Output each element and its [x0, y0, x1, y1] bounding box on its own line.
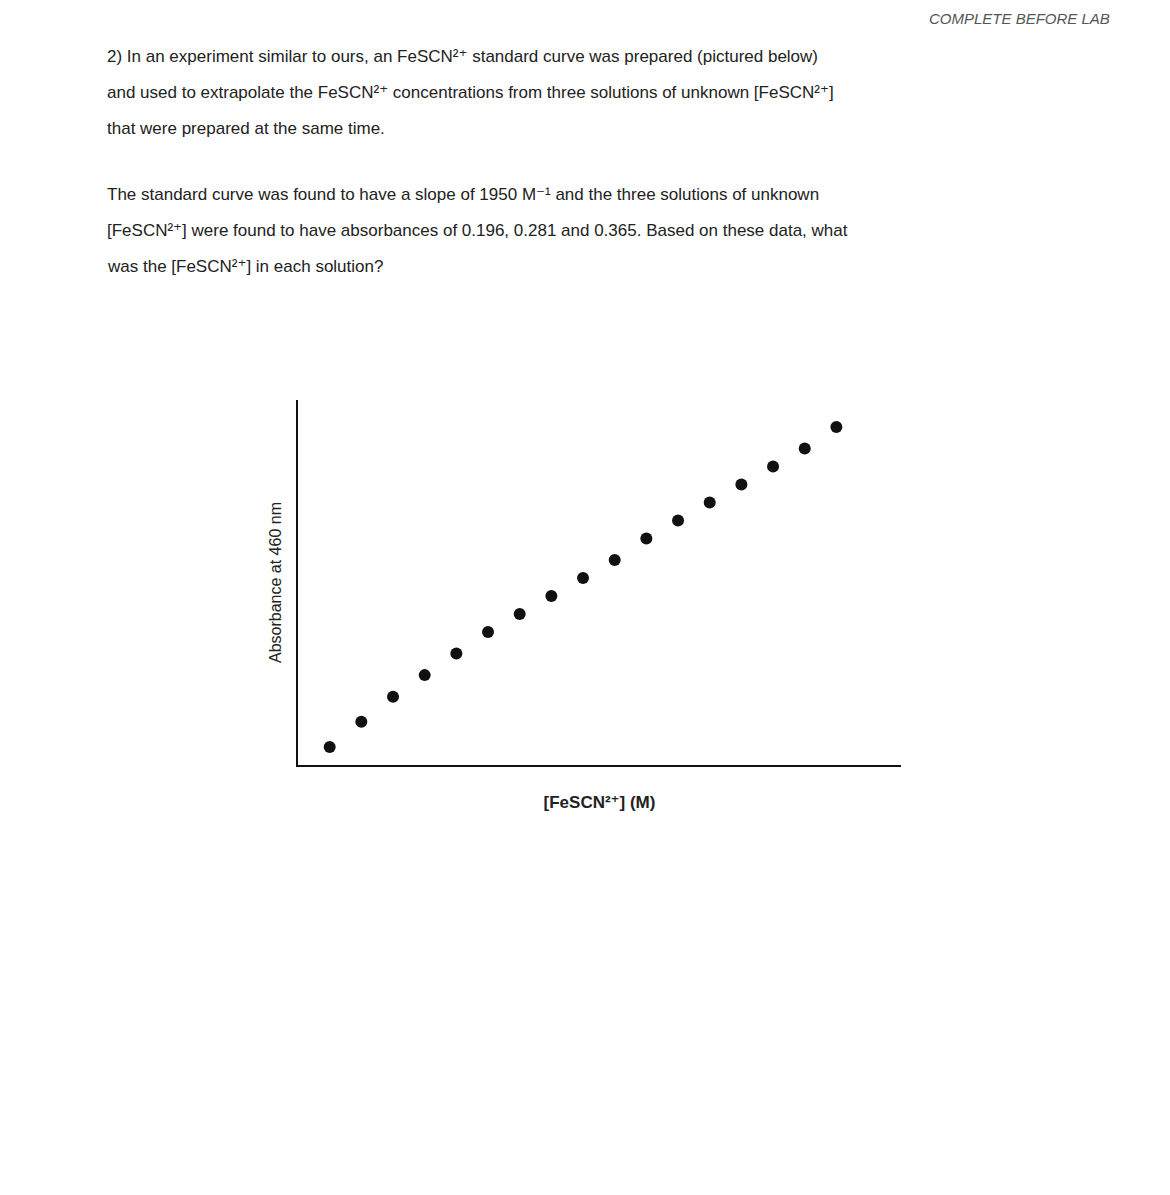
svg-text:Absorbance at 460 nm: Absorbance at 460 nm [267, 502, 284, 663]
svg-text:The standard curve was found t: The standard curve was found to have a s… [107, 185, 819, 204]
svg-text:2) In an experiment similar to: 2) In an experiment similar to ours, an … [107, 47, 818, 66]
svg-text:and used to extrapolate the Fe: and used to extrapolate the FeSCN²⁺ conc… [107, 83, 834, 102]
svg-text:that were prepared at the same: that were prepared at the same time. [107, 119, 385, 138]
svg-text:[FeSCN²⁺] (M): [FeSCN²⁺] (M) [544, 793, 656, 812]
svg-text:[FeSCN²⁺] were found to have a: [FeSCN²⁺] were found to have absorbances… [107, 221, 848, 240]
svg-text:was the [FeSCN²⁺] in each solu: was the [FeSCN²⁺] in each solution? [107, 257, 383, 276]
svg-text:COMPLETE BEFORE LAB: COMPLETE BEFORE LAB [929, 10, 1110, 27]
